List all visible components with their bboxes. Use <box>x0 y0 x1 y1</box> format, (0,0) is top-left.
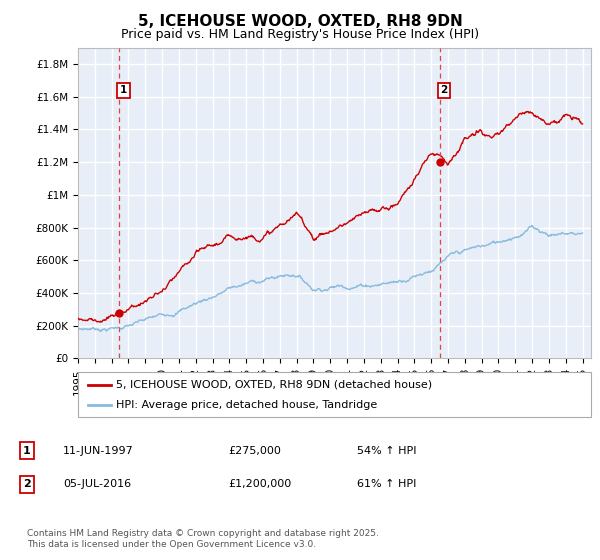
Text: Price paid vs. HM Land Registry's House Price Index (HPI): Price paid vs. HM Land Registry's House … <box>121 28 479 41</box>
Text: 5, ICEHOUSE WOOD, OXTED, RH8 9DN: 5, ICEHOUSE WOOD, OXTED, RH8 9DN <box>137 14 463 29</box>
FancyBboxPatch shape <box>78 372 591 417</box>
Text: £1,200,000: £1,200,000 <box>228 479 291 489</box>
Text: 1: 1 <box>23 446 31 456</box>
Text: 11-JUN-1997: 11-JUN-1997 <box>63 446 134 456</box>
Text: HPI: Average price, detached house, Tandridge: HPI: Average price, detached house, Tand… <box>116 400 378 410</box>
Text: 54% ↑ HPI: 54% ↑ HPI <box>357 446 416 456</box>
Text: 5, ICEHOUSE WOOD, OXTED, RH8 9DN (detached house): 5, ICEHOUSE WOOD, OXTED, RH8 9DN (detach… <box>116 380 433 390</box>
Text: 2: 2 <box>440 86 448 96</box>
Text: Contains HM Land Registry data © Crown copyright and database right 2025.
This d: Contains HM Land Registry data © Crown c… <box>27 529 379 549</box>
Text: 05-JUL-2016: 05-JUL-2016 <box>63 479 131 489</box>
Text: 1: 1 <box>120 86 127 96</box>
Text: £275,000: £275,000 <box>228 446 281 456</box>
Text: 2: 2 <box>23 479 31 489</box>
Text: 61% ↑ HPI: 61% ↑ HPI <box>357 479 416 489</box>
